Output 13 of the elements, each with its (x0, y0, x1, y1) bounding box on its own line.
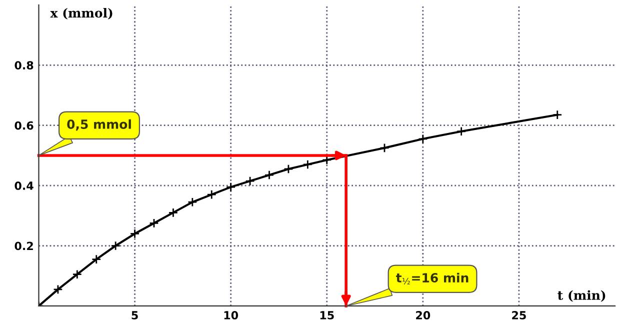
ref-line-label: 0,5 mmol (67, 119, 131, 131)
x-tick-label: 10 (224, 311, 238, 320)
y-tick-label: 0.6 (14, 121, 34, 130)
y-tick-label: 0.4 (14, 182, 34, 190)
x-tick-label: 5 (132, 311, 138, 320)
y-tick-label: 0.2 (14, 242, 33, 250)
y-tick-label: 0.8 (14, 61, 34, 70)
x-axis-title: t (min) (558, 290, 606, 302)
ref-line-label: t$_{½}$=16 min (396, 272, 468, 284)
x-tick-label: 25 (512, 311, 526, 320)
y-axis-title: x (mmol) (50, 8, 112, 20)
x-tick-label: 20 (416, 311, 430, 320)
x-tick-label: 15 (320, 311, 334, 320)
